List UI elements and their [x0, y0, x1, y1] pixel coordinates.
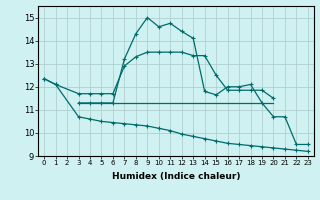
X-axis label: Humidex (Indice chaleur): Humidex (Indice chaleur): [112, 172, 240, 181]
